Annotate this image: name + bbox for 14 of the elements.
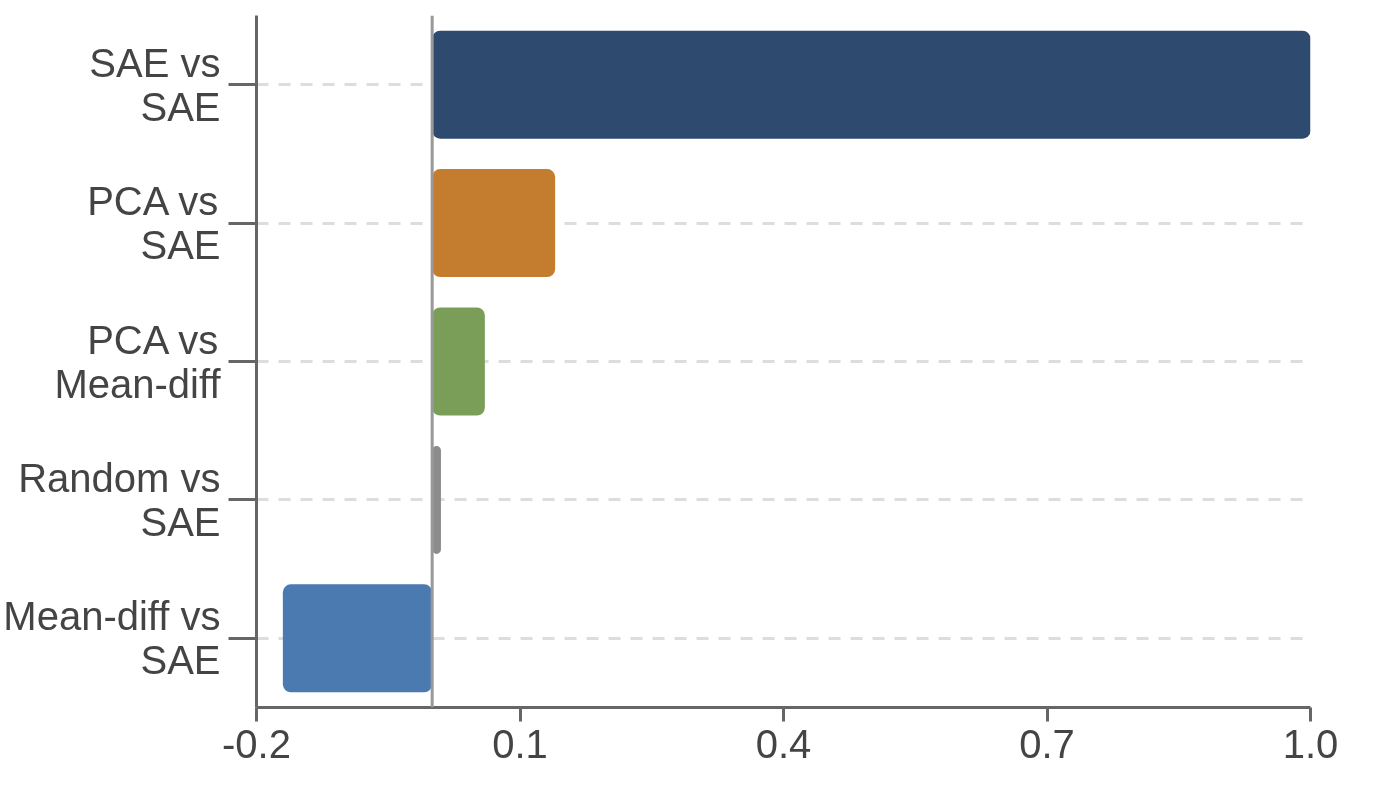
y-tick-label: PCA vs Mean-diff: [54, 317, 222, 406]
x-tick-label: -0.2: [222, 721, 291, 766]
y-tick-label: Random vs SAE: [18, 455, 221, 544]
bar: [282, 584, 433, 693]
y-tick-label: Mean-diff vs SAE: [3, 594, 221, 683]
y-tick-label: SAE vs SAE: [89, 40, 221, 129]
x-tick-label: 0.7: [1019, 721, 1075, 766]
x-tick-label: 0.1: [492, 721, 548, 766]
x-tick-label: 1.0: [1282, 721, 1339, 766]
y-tick-label: PCA vs SAE: [87, 179, 221, 268]
bar: [432, 307, 485, 416]
bar: [432, 169, 556, 278]
x-tick-label: 0.4: [755, 721, 812, 766]
bar: [432, 30, 1311, 139]
